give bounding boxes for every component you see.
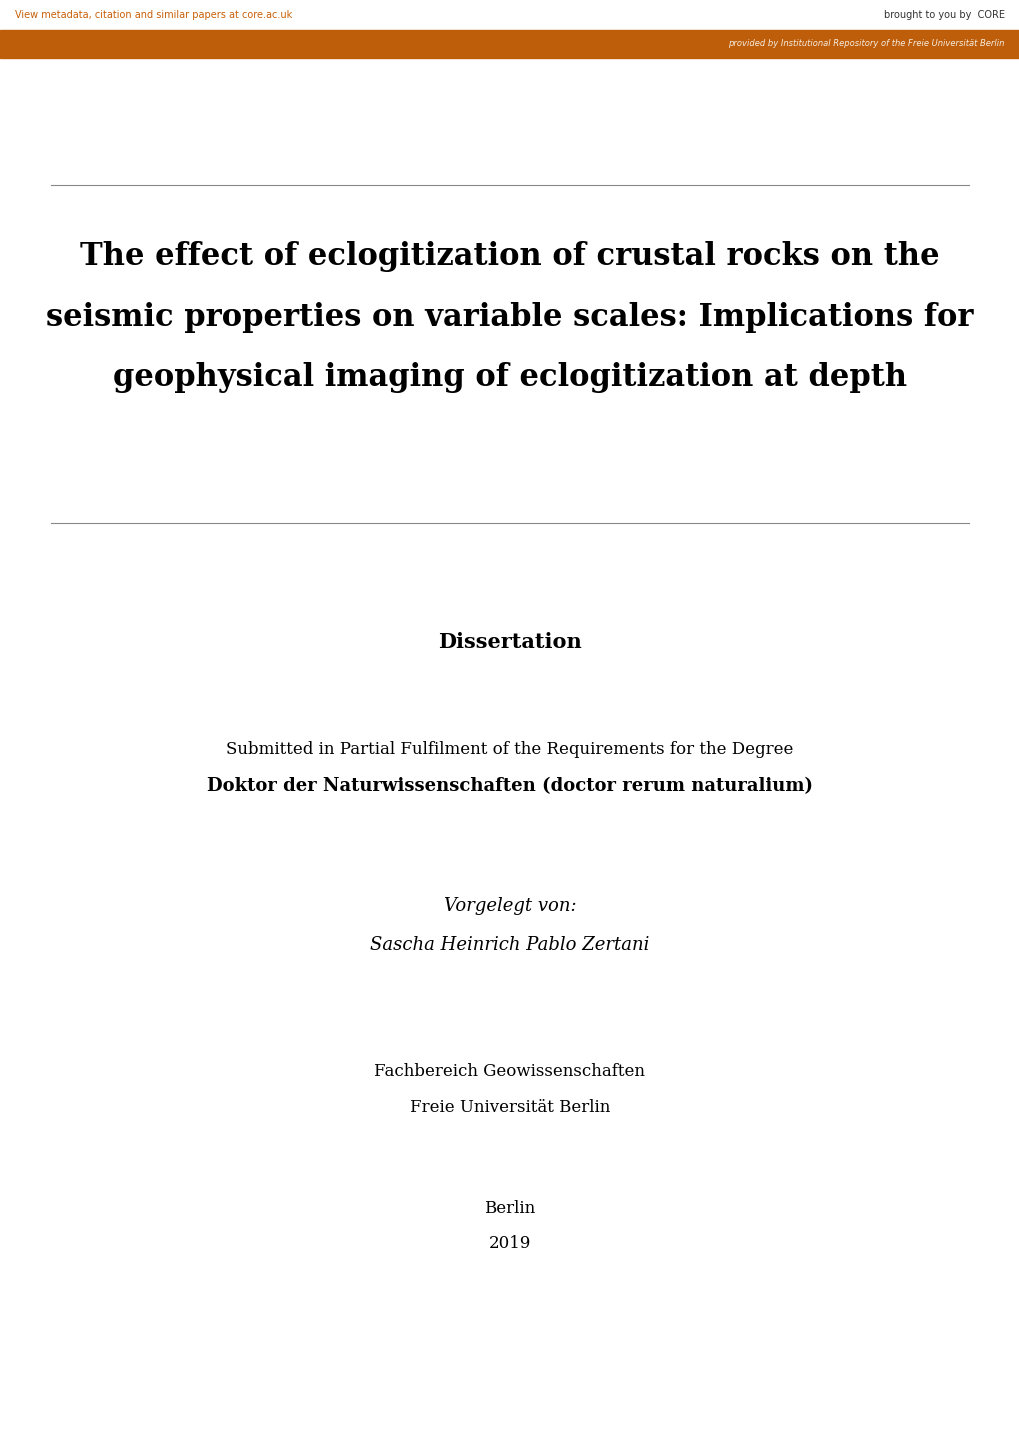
Text: provided by Institutional Repository of the Freie Universität Berlin: provided by Institutional Repository of … [728,39,1004,49]
Text: Vorgelegt von:: Vorgelegt von: [443,897,576,914]
Text: The effect of eclogitization of crustal rocks on the: The effect of eclogitization of crustal … [81,241,938,273]
Text: Fachbereich Geowissenschaften: Fachbereich Geowissenschaften [374,1063,645,1080]
Text: Dissertation: Dissertation [438,632,581,652]
Text: Sascha Heinrich Pablo Zertani: Sascha Heinrich Pablo Zertani [370,936,649,953]
Text: View metadata, citation and similar papers at core.ac.uk: View metadata, citation and similar pape… [15,10,292,20]
Text: Doktor der Naturwissenschaften (doctor rerum naturalium): Doktor der Naturwissenschaften (doctor r… [207,777,812,795]
Text: 2019: 2019 [488,1234,531,1252]
Text: geophysical imaging of eclogitization at depth: geophysical imaging of eclogitization at… [113,362,906,394]
Text: brought to you by  CORE: brought to you by CORE [882,10,1004,20]
Bar [0,0,1019,30]
Bar [0,30,1019,58]
Text: Submitted in Partial Fulfilment of the Requirements for the Degree: Submitted in Partial Fulfilment of the R… [226,741,793,758]
Text: seismic properties on variable scales: Implications for: seismic properties on variable scales: I… [46,301,973,333]
Text: Freie Universität Berlin: Freie Universität Berlin [410,1099,609,1116]
Text: Berlin: Berlin [484,1200,535,1217]
